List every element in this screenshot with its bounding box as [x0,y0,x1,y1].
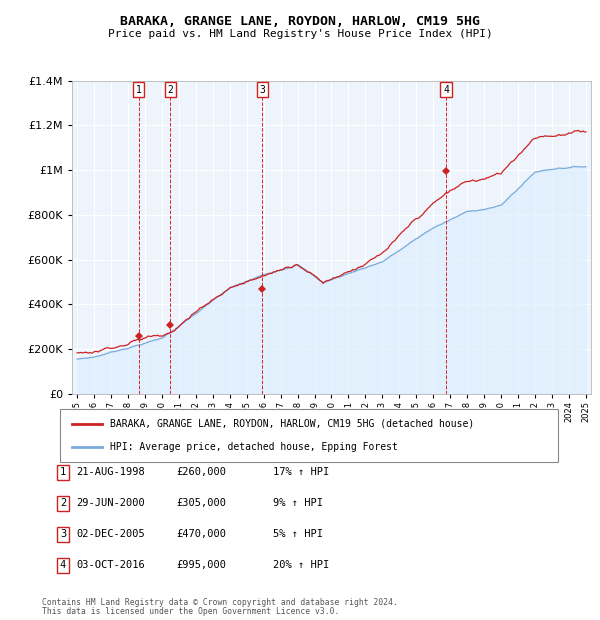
Text: £995,000: £995,000 [176,560,226,570]
Text: 5% ↑ HPI: 5% ↑ HPI [273,529,323,539]
Text: 9% ↑ HPI: 9% ↑ HPI [273,498,323,508]
Text: £260,000: £260,000 [176,467,226,477]
Text: HPI: Average price, detached house, Epping Forest: HPI: Average price, detached house, Eppi… [110,442,398,452]
Text: £470,000: £470,000 [176,529,226,539]
Text: 4: 4 [60,560,66,570]
Text: 1: 1 [136,84,142,94]
Text: 4: 4 [443,84,449,94]
Text: 02-DEC-2005: 02-DEC-2005 [77,529,145,539]
Text: 03-OCT-2016: 03-OCT-2016 [77,560,145,570]
Text: 3: 3 [60,529,66,539]
Text: 20% ↑ HPI: 20% ↑ HPI [273,560,329,570]
Text: 29-JUN-2000: 29-JUN-2000 [77,498,145,508]
Text: 3: 3 [259,84,265,94]
Text: This data is licensed under the Open Government Licence v3.0.: This data is licensed under the Open Gov… [42,607,340,616]
Text: 2: 2 [60,498,66,508]
Text: 1: 1 [60,467,66,477]
Text: 17% ↑ HPI: 17% ↑ HPI [273,467,329,477]
Text: £305,000: £305,000 [176,498,226,508]
Text: BARAKA, GRANGE LANE, ROYDON, HARLOW, CM19 5HG: BARAKA, GRANGE LANE, ROYDON, HARLOW, CM1… [120,16,480,28]
Text: Contains HM Land Registry data © Crown copyright and database right 2024.: Contains HM Land Registry data © Crown c… [42,598,398,607]
Text: 21-AUG-1998: 21-AUG-1998 [77,467,145,477]
Text: 2: 2 [167,84,173,94]
Text: BARAKA, GRANGE LANE, ROYDON, HARLOW, CM19 5HG (detached house): BARAKA, GRANGE LANE, ROYDON, HARLOW, CM1… [110,419,474,429]
Text: Price paid vs. HM Land Registry's House Price Index (HPI): Price paid vs. HM Land Registry's House … [107,29,493,39]
FancyBboxPatch shape [60,409,558,462]
